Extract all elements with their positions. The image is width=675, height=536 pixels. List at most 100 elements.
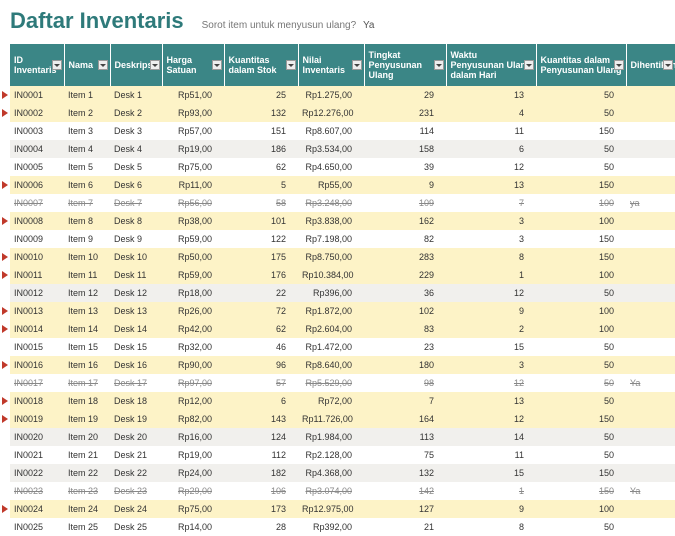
cell-kuant: 100 (536, 500, 626, 518)
cell-nilai: Rp3.534,00 (298, 140, 364, 158)
filter-dropdown-icon[interactable] (98, 60, 108, 70)
cell-waktu: 11 (446, 446, 536, 464)
table-row[interactable]: IN0003Item 3Desk 3Rp57,00151Rp8.607,0011… (0, 122, 675, 140)
table-row[interactable]: IN0004Item 4Desk 4Rp19,00186Rp3.534,0015… (0, 140, 675, 158)
cell-tingkat: 36 (364, 284, 446, 302)
cell-desk: Desk 5 (110, 158, 162, 176)
filter-dropdown-icon[interactable] (663, 60, 673, 70)
col-tingkat[interactable]: Tingkat Penyusunan Ulang (364, 44, 446, 86)
filter-dropdown-icon[interactable] (434, 60, 444, 70)
filter-dropdown-icon[interactable] (286, 60, 296, 70)
cell-desk: Desk 15 (110, 338, 162, 356)
cell-waktu: 13 (446, 86, 536, 104)
cell-desk: Desk 12 (110, 284, 162, 302)
cell-nama: Item 16 (64, 356, 110, 374)
table-row[interactable]: IN0019Item 19Desk 19Rp82,00143Rp11.726,0… (0, 410, 675, 428)
filter-dropdown-icon[interactable] (352, 60, 362, 70)
row-flag-cell (0, 248, 10, 266)
cell-dihentikan (626, 176, 675, 194)
cell-tingkat: 39 (364, 158, 446, 176)
col-nilai[interactable]: Nilai Inventaris (298, 44, 364, 86)
col-waktu[interactable]: Waktu Penyusunan Ulang dalam Hari (446, 44, 536, 86)
cell-waktu: 8 (446, 518, 536, 536)
table-row[interactable]: IN0022Item 22Desk 22Rp24,00182Rp4.368,00… (0, 464, 675, 482)
table-row[interactable]: IN0015Item 15Desk 15Rp32,0046Rp1.472,002… (0, 338, 675, 356)
table-row[interactable]: IN0013Item 13Desk 13Rp26,0072Rp1.872,001… (0, 302, 675, 320)
cell-desk: Desk 10 (110, 248, 162, 266)
cell-nilai: Rp12.276,00 (298, 104, 364, 122)
col-nama[interactable]: Nama (64, 44, 110, 86)
table-row[interactable]: IN0018Item 18Desk 18Rp12,006Rp72,0071350 (0, 392, 675, 410)
cell-desk: Desk 17 (110, 374, 162, 392)
cell-kuant: 100 (536, 194, 626, 212)
cell-nama: Item 1 (64, 86, 110, 104)
filter-dropdown-icon[interactable] (150, 60, 160, 70)
table-row[interactable]: IN0001Item 1Desk 1Rp51,0025Rp1.275,00291… (0, 86, 675, 104)
cell-waktu: 9 (446, 302, 536, 320)
cell-kuant: 50 (536, 158, 626, 176)
col-desk[interactable]: Deskripsi (110, 44, 162, 86)
cell-stok: 173 (224, 500, 298, 518)
reorder-flag-icon (2, 325, 8, 333)
table-row[interactable]: IN0023Item 23Desk 23Rp29,00106Rp3.074,00… (0, 482, 675, 500)
cell-harga: Rp97,00 (162, 374, 224, 392)
table-row[interactable]: IN0007Item 7Desk 7Rp56,0058Rp3.248,00109… (0, 194, 675, 212)
cell-waktu: 9 (446, 500, 536, 518)
filter-dropdown-icon[interactable] (524, 60, 534, 70)
filter-dropdown-icon[interactable] (614, 60, 624, 70)
cell-dihentikan (626, 266, 675, 284)
reorder-flag-icon (2, 181, 8, 189)
filter-dropdown-icon[interactable] (212, 60, 222, 70)
row-flag-cell (0, 518, 10, 536)
cell-dihentikan (626, 158, 675, 176)
table-row[interactable]: IN0002Item 2Desk 2Rp93,00132Rp12.276,002… (0, 104, 675, 122)
table-row[interactable]: IN0025Item 25Desk 25Rp14,0028Rp392,00218… (0, 518, 675, 536)
table-row[interactable]: IN0011Item 11Desk 11Rp59,00176Rp10.384,0… (0, 266, 675, 284)
col-kuant[interactable]: Kuantitas dalam Penyusunan Ulang (536, 44, 626, 86)
table-row[interactable]: IN0014Item 14Desk 14Rp42,0062Rp2.604,008… (0, 320, 675, 338)
col-dihentikan[interactable]: Dihentikan? (626, 44, 675, 86)
row-flag-cell (0, 230, 10, 248)
cell-nama: Item 12 (64, 284, 110, 302)
table-row[interactable]: IN0010Item 10Desk 10Rp50,00175Rp8.750,00… (0, 248, 675, 266)
table-row[interactable]: IN0012Item 12Desk 12Rp18,0022Rp396,00361… (0, 284, 675, 302)
cell-kuant: 150 (536, 410, 626, 428)
table-row[interactable]: IN0020Item 20Desk 20Rp16,00124Rp1.984,00… (0, 428, 675, 446)
table-row[interactable]: IN0008Item 8Desk 8Rp38,00101Rp3.838,0016… (0, 212, 675, 230)
col-stok[interactable]: Kuantitas dalam Stok (224, 44, 298, 86)
cell-nilai: Rp396,00 (298, 284, 364, 302)
cell-stok: 28 (224, 518, 298, 536)
filter-dropdown-icon[interactable] (52, 60, 62, 70)
cell-tingkat: 109 (364, 194, 446, 212)
table-row[interactable]: IN0021Item 21Desk 21Rp19,00112Rp2.128,00… (0, 446, 675, 464)
cell-dihentikan (626, 392, 675, 410)
table-row[interactable]: IN0009Item 9Desk 9Rp59,00122Rp7.198,0082… (0, 230, 675, 248)
cell-dihentikan (626, 356, 675, 374)
cell-stok: 6 (224, 392, 298, 410)
cell-harga: Rp82,00 (162, 410, 224, 428)
cell-stok: 58 (224, 194, 298, 212)
cell-tingkat: 102 (364, 302, 446, 320)
cell-nilai: Rp3.838,00 (298, 212, 364, 230)
cell-desk: Desk 1 (110, 86, 162, 104)
table-row[interactable]: IN0016Item 16Desk 16Rp90,0096Rp8.640,001… (0, 356, 675, 374)
row-flag-cell (0, 194, 10, 212)
col-label: Nama (69, 60, 94, 70)
table-row[interactable]: IN0017Item 17Desk 17Rp97,0057Rp5.529,009… (0, 374, 675, 392)
cell-stok: 151 (224, 122, 298, 140)
cell-id: IN0009 (10, 230, 64, 248)
cell-desk: Desk 8 (110, 212, 162, 230)
cell-stok: 5 (224, 176, 298, 194)
cell-desk: Desk 24 (110, 500, 162, 518)
col-id[interactable]: ID Inventaris (10, 44, 64, 86)
cell-harga: Rp18,00 (162, 284, 224, 302)
cell-desk: Desk 2 (110, 104, 162, 122)
cell-stok: 176 (224, 266, 298, 284)
cell-desk: Desk 25 (110, 518, 162, 536)
col-harga[interactable]: Harga Satuan (162, 44, 224, 86)
table-row[interactable]: IN0006Item 6Desk 6Rp11,005Rp55,00913150 (0, 176, 675, 194)
table-row[interactable]: IN0024Item 24Desk 24Rp75,00173Rp12.975,0… (0, 500, 675, 518)
table-row[interactable]: IN0005Item 5Desk 5Rp75,0062Rp4.650,00391… (0, 158, 675, 176)
cell-nama: Item 4 (64, 140, 110, 158)
cell-nama: Item 22 (64, 464, 110, 482)
